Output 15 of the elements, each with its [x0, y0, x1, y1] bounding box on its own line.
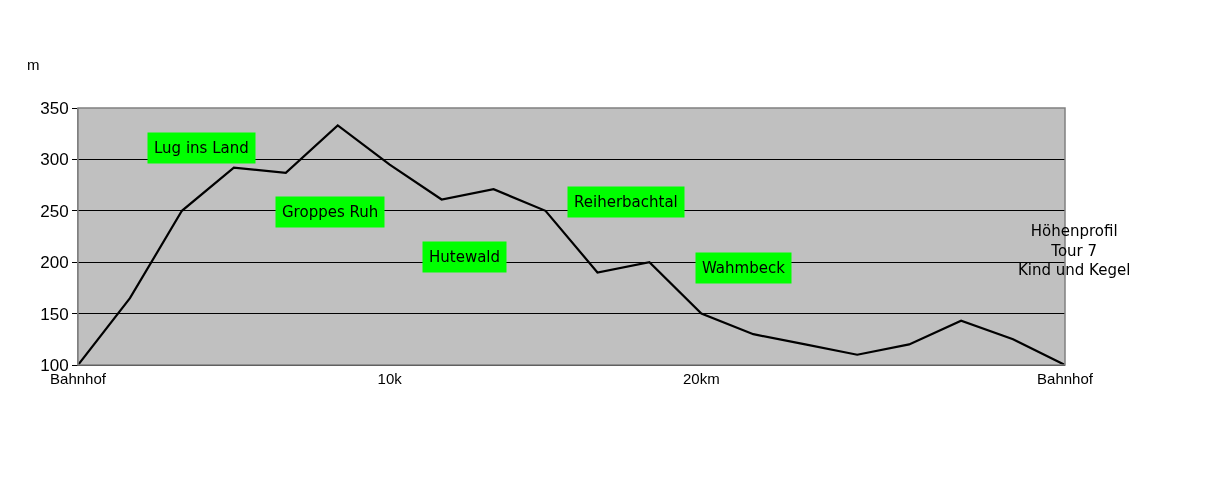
y-tick-label: 150: [40, 304, 69, 324]
annotation: Wahmbeck: [702, 259, 786, 277]
annotation: Lug ins Land: [154, 139, 249, 157]
y-tick-label: 300: [40, 150, 69, 170]
x-tick-label: 10k: [377, 370, 403, 387]
y-tick-label: 250: [40, 201, 69, 221]
x-tick-label: 20km: [683, 370, 720, 387]
annotation: Reiherbachtal: [574, 193, 678, 211]
annotation: Groppes Ruh: [282, 203, 379, 221]
annotation: Hutewald: [429, 248, 501, 266]
y-axis-title: m: [27, 56, 40, 73]
x-tick-label: Bahnhof: [1037, 370, 1094, 387]
y-tick-label: 200: [40, 253, 69, 273]
y-tick-label: 350: [40, 98, 69, 118]
text: Höhenprofil Tour 7 Kind und Kegel: [1018, 222, 1131, 279]
